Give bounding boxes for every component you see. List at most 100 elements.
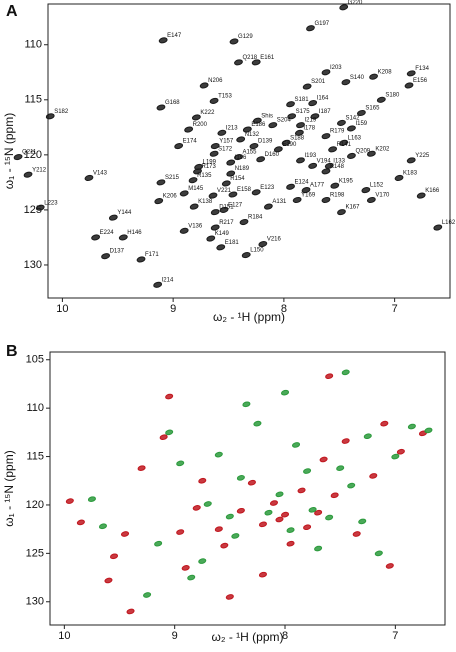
y-tick-label: 120 [24, 149, 42, 161]
peak [275, 491, 284, 498]
peak [281, 139, 291, 146]
peak [256, 156, 266, 163]
peak [366, 150, 376, 157]
peak [321, 196, 331, 204]
peak [137, 465, 146, 471]
peak [247, 479, 256, 486]
peak-label: D151 [219, 205, 234, 211]
peak [376, 96, 386, 103]
peak [280, 389, 290, 396]
peak-label: E127 [228, 202, 243, 208]
x-tick-label: 7 [392, 630, 398, 642]
peak [314, 545, 323, 552]
peak [216, 244, 226, 251]
peak [424, 427, 433, 434]
peak-label: L223 [44, 200, 58, 206]
peak [308, 100, 318, 107]
peak [306, 25, 315, 32]
peak-label: Y169 [301, 193, 316, 199]
peak [287, 113, 297, 120]
peak [433, 224, 443, 231]
peak [366, 196, 376, 204]
peak [391, 453, 400, 460]
peak-label: E161 [260, 55, 275, 61]
peak [13, 154, 23, 161]
peak [198, 558, 207, 564]
peak [143, 592, 152, 598]
peak [184, 126, 194, 133]
peak-label: D139 [258, 139, 273, 145]
peak [374, 550, 383, 557]
peak [251, 189, 261, 196]
peak [236, 136, 246, 143]
peak-label: R173 [202, 164, 217, 170]
peak-label: Y157 [219, 139, 234, 145]
peak-label: I213 [226, 125, 238, 131]
peak-label: F134 [415, 66, 429, 72]
peak [158, 37, 168, 44]
x-tick-label: 10 [58, 630, 70, 642]
peak [268, 122, 278, 129]
peak [242, 401, 251, 408]
peak [330, 182, 340, 189]
peak [179, 190, 189, 197]
peak-label: E147 [167, 33, 182, 39]
peak-label: K148 [330, 164, 345, 170]
peak-label: V194 [317, 158, 332, 164]
peak-label: K166 [425, 188, 440, 194]
peak-label: S182 [54, 109, 69, 115]
peak [341, 79, 351, 86]
peak [321, 69, 331, 76]
peak [347, 125, 356, 132]
peak [176, 460, 185, 467]
peak-label: R184 [248, 215, 263, 221]
peak [337, 209, 346, 216]
peak-label: I193 [304, 153, 316, 159]
peak-label: E124 [295, 179, 310, 185]
peak [394, 174, 404, 182]
peak-label: T153 [218, 93, 232, 99]
peak [181, 565, 190, 571]
peak-label: K138 [198, 199, 213, 205]
peak-label: N189 [235, 166, 250, 172]
peak [121, 531, 130, 537]
peak-label: L152 [370, 183, 384, 189]
peak-label: E186 [251, 122, 266, 128]
peak [416, 192, 426, 199]
peak [258, 241, 268, 248]
peak [330, 492, 339, 499]
y-tick-label: 115 [26, 450, 44, 462]
peak [104, 577, 113, 584]
peak [407, 423, 416, 430]
peak-label: V136 [188, 223, 203, 229]
peak-label: K183 [403, 171, 418, 177]
peak [280, 511, 290, 518]
peak [226, 159, 236, 166]
peak [84, 174, 94, 182]
peak-label: M145 [188, 186, 204, 192]
peak-label: R200 [193, 122, 208, 128]
peak [339, 139, 349, 146]
x-tick-label: 8 [281, 303, 287, 315]
peak [91, 234, 101, 241]
peak [210, 143, 220, 150]
peak [294, 129, 304, 136]
peak [337, 119, 346, 126]
peak-label: I203 [330, 65, 342, 71]
peak-label: E224 [100, 230, 115, 236]
peak-label: S165 [365, 106, 380, 112]
peak [253, 420, 262, 427]
peak [136, 256, 146, 263]
peak [258, 571, 267, 578]
peak [229, 38, 239, 45]
peak [249, 143, 259, 150]
peak-label: S142 [345, 115, 360, 121]
peak-label: V170 [375, 193, 390, 199]
peak-label: Q218 [242, 55, 257, 61]
peak [154, 198, 164, 205]
peak [292, 442, 301, 448]
peak [369, 73, 379, 80]
peak-label: G197 [314, 21, 329, 27]
peak [159, 434, 168, 441]
peak [220, 542, 229, 549]
